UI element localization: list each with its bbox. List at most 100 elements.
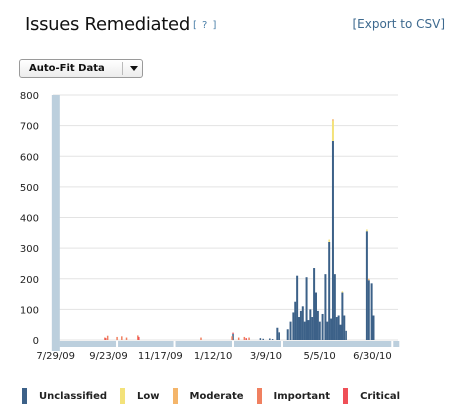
bar-unclassified xyxy=(276,327,279,340)
bar-unclassified xyxy=(298,317,301,340)
bar-critical xyxy=(232,332,234,334)
x-tick-label: 9/23/09 xyxy=(89,351,128,362)
legend-item[interactable]: Low xyxy=(120,388,160,404)
bar-moderate xyxy=(368,278,370,281)
legend-item[interactable]: Unclassified xyxy=(22,388,107,404)
legend-swatch xyxy=(256,388,262,404)
bar-unclassified xyxy=(328,242,331,340)
bar-unclassified xyxy=(337,315,340,340)
bar-important xyxy=(121,336,123,340)
bar-unclassified xyxy=(269,338,271,340)
bar-unclassified xyxy=(286,329,289,340)
chart-legend: Unclassified Low Moderate Important Critical xyxy=(22,388,413,404)
bar-unclassified xyxy=(278,332,280,340)
bar-unclassified xyxy=(313,268,316,340)
legend-item[interactable]: Critical xyxy=(343,388,400,404)
background-bar xyxy=(283,341,392,347)
x-tick-label: 6/30/10 xyxy=(353,351,392,362)
bar-unclassified xyxy=(301,306,304,340)
bar-unclassified xyxy=(289,321,292,340)
y-tick-label: 400 xyxy=(20,214,39,225)
bar-low xyxy=(341,291,344,293)
bar-important xyxy=(248,337,250,340)
y-tick-label: 0 xyxy=(33,336,39,347)
bar-unclassified xyxy=(259,338,262,340)
bar-unclassified xyxy=(318,321,321,340)
bar-important xyxy=(200,337,202,340)
legend-item[interactable]: Important xyxy=(256,388,331,404)
legend-item[interactable]: Moderate xyxy=(172,388,244,404)
bar-unclassified xyxy=(335,317,338,340)
bar-critical xyxy=(245,338,247,340)
legend-label: Important xyxy=(273,390,331,402)
bar-unclassified xyxy=(303,321,306,340)
bar-unclassified xyxy=(305,277,308,340)
bar-unclassified xyxy=(271,339,274,340)
y-tick-label: 800 xyxy=(20,91,39,102)
bar-unclassified xyxy=(333,274,336,340)
x-tick-label: 1/12/10 xyxy=(194,351,233,362)
help-link[interactable]: [ ? ] xyxy=(192,20,218,31)
bar-unclassified xyxy=(296,275,299,340)
legend-label: Unclassified xyxy=(39,390,108,402)
page-title: Issues Remediated[ ? ] xyxy=(25,14,217,35)
bar-unclassified xyxy=(324,274,327,340)
y-tick-label: 300 xyxy=(20,244,39,255)
bar-unclassified xyxy=(294,301,297,340)
bar-unclassified xyxy=(309,309,312,340)
bar-unclassified xyxy=(330,318,333,340)
bar-unclassified xyxy=(341,292,344,340)
bar-moderate xyxy=(332,119,334,122)
bar-low xyxy=(328,239,330,242)
bar-unclassified xyxy=(326,321,329,340)
bar-important xyxy=(125,337,128,340)
bar-important xyxy=(231,336,233,340)
bar-unclassified xyxy=(365,231,368,340)
legend-swatch xyxy=(22,388,27,404)
y-tick-label: 100 xyxy=(20,305,39,316)
x-tick-label: 7/29/09 xyxy=(36,351,75,362)
background-bar xyxy=(393,341,400,347)
legend-label: Critical xyxy=(360,390,401,402)
y-tick-label: 700 xyxy=(20,122,39,133)
bar-unclassified xyxy=(331,140,334,340)
chevron-down-icon xyxy=(130,66,138,71)
bar-low xyxy=(366,229,368,232)
x-tick-label: 3/9/10 xyxy=(250,351,282,362)
bar-important xyxy=(137,335,139,340)
bar-unclassified xyxy=(339,324,342,340)
scale-mode-dropdown[interactable]: Auto-Fit Data xyxy=(19,59,143,78)
legend-label: Moderate xyxy=(189,390,244,402)
export-csv-link[interactable]: [Export to CSV] xyxy=(352,17,445,31)
bar-unclassified xyxy=(370,283,373,340)
legend-swatch xyxy=(172,388,178,404)
bar-unclassified xyxy=(367,280,370,340)
legend-label: Low xyxy=(137,390,160,402)
bar-important xyxy=(106,335,109,340)
background-bar xyxy=(59,341,117,347)
x-tick-label: 11/17/09 xyxy=(138,351,183,362)
background-bar xyxy=(233,341,281,347)
bar-important xyxy=(116,336,118,340)
bar-important xyxy=(237,337,240,340)
bar-unclassified xyxy=(311,317,314,340)
legend-swatch xyxy=(343,388,349,404)
bar-unclassified xyxy=(292,312,295,340)
bar-unclassified xyxy=(307,320,310,340)
title-text: Issues Remediated xyxy=(25,14,190,35)
bar-unclassified xyxy=(316,310,319,340)
legend-swatch xyxy=(120,388,126,404)
bar-unclassified xyxy=(262,338,264,340)
x-tick-label: 5/5/10 xyxy=(304,351,336,362)
y-tick-label: 600 xyxy=(20,152,39,163)
bar-unclassified xyxy=(372,315,375,340)
bar-important xyxy=(104,337,106,340)
y-tick-label: 500 xyxy=(20,183,39,194)
bar-unclassified xyxy=(232,333,234,340)
bar-unclassified xyxy=(299,310,302,340)
background-bar xyxy=(118,341,174,347)
bar-critical xyxy=(105,338,107,340)
bar-unclassified xyxy=(345,330,347,340)
bar-critical xyxy=(138,336,140,340)
bar-unclassified xyxy=(314,292,317,340)
